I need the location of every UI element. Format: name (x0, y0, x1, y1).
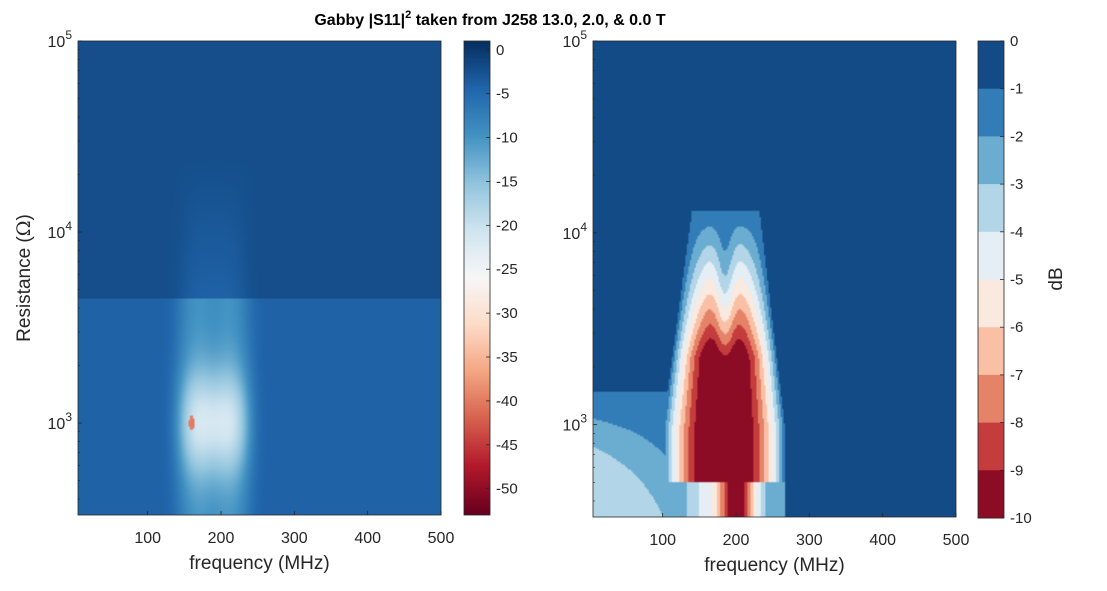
colorbar-tick-label: -6 (1010, 319, 1023, 336)
colorbar-tick-label: 0 (1010, 33, 1018, 50)
colorbar-tick-label: -2 (1010, 128, 1023, 145)
y-tick-label: 103 (48, 410, 73, 433)
left-colorbar-frame (463, 40, 491, 516)
x-tick-label: 200 (723, 532, 750, 549)
colorbar-tick-label: -20 (496, 217, 518, 234)
colorbar-level (978, 88, 1004, 137)
right-y-ticks: 103 104 105 (563, 28, 597, 502)
right-colorbar-label: dB (1046, 267, 1067, 290)
left-colorbar (464, 41, 490, 515)
colorbar-tick-label: -8 (1010, 415, 1023, 432)
colorbar-level (978, 374, 1004, 424)
colorbar-tick-label: -7 (1010, 367, 1023, 384)
right-colorbar (978, 41, 1004, 519)
y-tick-label: 104 (48, 219, 73, 242)
x-tick-label: 500 (428, 530, 455, 547)
right-colorbar-ticks: 0 -1 -2 -3 -4 -5 -6 -7 -8 -9 -10 (1000, 33, 1032, 527)
y-tick-label: 104 (563, 220, 588, 243)
colorbar-tick-label: -35 (496, 349, 518, 366)
colorbar-level (978, 184, 1004, 233)
colorbar-tick-label: -15 (496, 173, 518, 190)
colorbar-tick-label: -50 (496, 481, 518, 498)
colorbar-level (978, 136, 1004, 185)
colorbar-tick-label: 0 (496, 42, 504, 59)
colorbar-tick-label: -10 (1010, 510, 1032, 527)
x-tick-label: 500 (943, 532, 970, 549)
x-tick-label: 300 (796, 532, 823, 549)
colorbar-level (978, 422, 1004, 471)
colorbar-tick-label: -1 (1010, 81, 1023, 98)
left-axes-frame (77, 40, 442, 516)
colorbar-tick-label: -3 (1010, 176, 1023, 193)
y-tick-label: 105 (563, 28, 588, 51)
colorbar-tick-label: -45 (496, 437, 518, 454)
colorbar-level (978, 279, 1004, 328)
x-tick-label: 100 (649, 532, 676, 549)
colorbar-tick-label: -9 (1010, 462, 1023, 479)
colorbar-tick-label: -5 (1010, 272, 1023, 289)
x-tick-label: 100 (134, 530, 161, 547)
y-tick-label: 103 (563, 412, 588, 435)
left-colorbar-ticks: 0 -5 -10 -15 -20 -25 -30 -35 -40 -45 -50 (486, 42, 518, 498)
right-heatmap-image (593, 41, 956, 517)
y-tick-label: 105 (48, 28, 73, 51)
left-heatmap-panel: 100 200 300 400 500 103 104 105 frequency (MHz… (13, 28, 518, 574)
colorbar-tick-label: -4 (1010, 224, 1023, 241)
x-tick-label: 300 (281, 530, 308, 547)
colorbar-tick-label: -40 (496, 393, 518, 410)
right-x-axis-label: frequency (MHz) (704, 555, 844, 576)
left-y-axis-label: Resistance (Ω) (13, 214, 35, 342)
colorbar-tick-label: -10 (496, 130, 518, 147)
colorbar-level (978, 470, 1004, 519)
left-x-ticks: 100 200 300 400 500 (134, 511, 454, 547)
colorbar-tick-label: -5 (496, 86, 509, 103)
colorbar-tick-label: -30 (496, 305, 518, 322)
right-x-ticks: 100 200 300 400 500 (649, 513, 969, 549)
colorbar-level (978, 41, 1004, 90)
colorbar-level (978, 231, 1004, 280)
left-y-ticks: 103 104 105 (48, 28, 82, 500)
right-axes-frame (592, 40, 957, 518)
left-x-axis-label: frequency (MHz) (189, 553, 329, 574)
colorbar-tick-label: -25 (496, 261, 518, 278)
x-tick-label: 400 (354, 530, 381, 547)
left-heatmap-image (78, 41, 441, 515)
x-tick-label: 200 (208, 530, 235, 547)
x-tick-label: 400 (869, 532, 896, 549)
figure-title: Gabby |S11|2 taken from J258 13.0, 2.0, … (314, 9, 665, 29)
right-heatmap-panel: 100 200 300 400 500 103 104 105 frequency (MHz… (563, 28, 1067, 576)
colorbar-level (978, 327, 1004, 376)
